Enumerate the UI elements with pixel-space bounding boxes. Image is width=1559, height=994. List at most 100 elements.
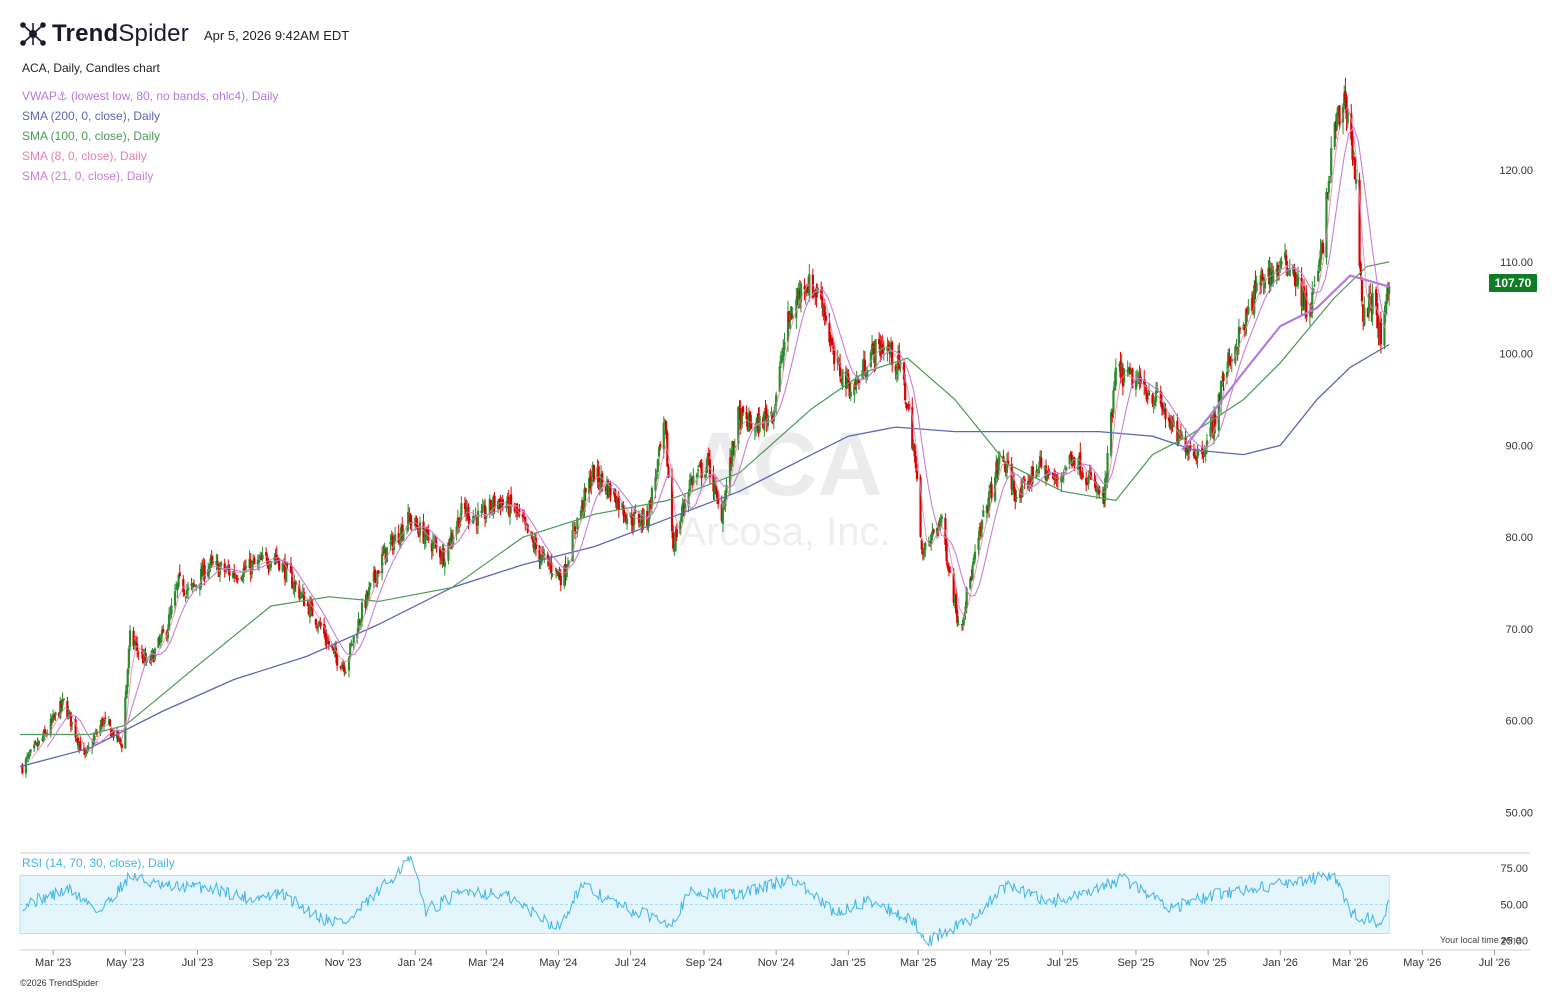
candle-body: [820, 290, 823, 300]
candle-body: [289, 563, 293, 574]
candle-body: [515, 503, 519, 513]
candle-body: [728, 457, 732, 488]
candle-body: [1292, 265, 1295, 275]
candle-body: [588, 478, 591, 494]
candle-body: [1343, 92, 1346, 107]
candle-body: [696, 469, 700, 471]
candle-body: [488, 498, 491, 514]
candle-body: [887, 344, 890, 348]
candle-body: [1170, 416, 1173, 429]
candle-body: [599, 474, 603, 489]
candle-body: [1205, 440, 1209, 448]
candle-body: [575, 531, 578, 533]
candle-body: [1214, 414, 1217, 427]
candle-body: [556, 571, 559, 573]
candle-body: [143, 653, 146, 662]
candle-body: [95, 733, 99, 735]
candle-body: [1111, 411, 1114, 417]
legend-sma-100[interactable]: SMA (100, 0, close), Daily: [22, 129, 161, 143]
candle-body: [1078, 455, 1081, 466]
candle-body: [234, 575, 237, 578]
candle-body: [1262, 283, 1265, 285]
candle-body: [517, 511, 520, 513]
candle-body: [541, 551, 545, 554]
candle-body: [692, 475, 695, 483]
candle-body: [831, 346, 835, 348]
rsi-legend[interactable]: RSI (14, 70, 30, close), Daily: [22, 856, 175, 870]
candle-body: [549, 564, 552, 566]
legend-vwap[interactable]: VWAP⚓ (lowest low, 80, no bands, ohlc4),…: [22, 89, 279, 103]
legend-sma-8[interactable]: SMA (8, 0, close), Daily: [22, 149, 147, 163]
candle-body: [101, 718, 104, 726]
candle-body: [24, 758, 28, 774]
candle-body: [209, 558, 212, 565]
candle-body: [854, 381, 857, 389]
candle-body: [598, 485, 601, 487]
candle-body: [443, 561, 446, 567]
candle-body: [1065, 467, 1068, 471]
candle-body: [510, 494, 513, 506]
candle-body: [746, 419, 749, 431]
candle-body: [841, 369, 844, 387]
candle-body: [714, 485, 717, 490]
candle-body: [1109, 412, 1113, 456]
candle-body: [273, 557, 276, 561]
candle-body: [275, 554, 278, 559]
candle-body: [741, 406, 745, 413]
candle-body: [1330, 148, 1333, 176]
candle-body: [389, 541, 392, 544]
candle-body: [665, 420, 668, 435]
candle-body: [424, 528, 428, 541]
candle-body: [300, 593, 303, 598]
candle-body: [982, 510, 985, 517]
time-tick-label: Mar '26: [1332, 957, 1368, 969]
candle-body: [1327, 180, 1330, 193]
candle-body: [723, 506, 726, 510]
candle-body: [913, 444, 916, 457]
candle-body: [52, 714, 55, 722]
candle-body: [523, 517, 526, 520]
candle-body: [874, 339, 877, 367]
candle-body: [357, 619, 360, 633]
candle-body: [990, 483, 993, 499]
candle-body: [75, 738, 78, 740]
candle-body: [1189, 445, 1192, 450]
candle-body: [455, 526, 458, 535]
candle-body: [1253, 284, 1256, 314]
candle-body: [566, 563, 570, 568]
candle-body: [118, 736, 121, 739]
candle-body: [418, 522, 422, 536]
candle-body: [947, 567, 951, 573]
candle-body: [946, 564, 949, 569]
candle-body: [434, 541, 437, 543]
candle-body: [474, 515, 477, 517]
legend-sma-21[interactable]: SMA (21, 0, close), Daily: [22, 169, 154, 183]
candle-body: [170, 605, 173, 615]
candle-body: [323, 623, 326, 634]
candle-body: [862, 358, 865, 374]
candle-body: [294, 581, 297, 585]
candle-body: [540, 553, 543, 562]
candle-body: [1147, 391, 1151, 396]
candle-body: [621, 502, 624, 508]
candle-body: [1060, 475, 1063, 483]
candle-body: [1363, 307, 1366, 327]
candle-body: [120, 744, 123, 749]
candle-body: [390, 535, 393, 541]
candle-body: [307, 603, 310, 615]
legend-sma-200[interactable]: SMA (200, 0, close), Daily: [22, 109, 161, 123]
candle-body: [682, 505, 685, 508]
candle-body: [1167, 417, 1171, 422]
candle-body: [1300, 277, 1303, 307]
candle-body: [1073, 457, 1076, 466]
candle-body: [691, 477, 694, 486]
candle-body: [683, 503, 687, 509]
candle-body: [1269, 271, 1272, 288]
candle-body: [398, 541, 401, 545]
candle-body: [865, 374, 868, 379]
candle-body: [299, 594, 302, 596]
candle-body: [605, 482, 609, 493]
time-tick-label: Nov '23: [325, 957, 362, 969]
candle-body: [108, 719, 112, 727]
